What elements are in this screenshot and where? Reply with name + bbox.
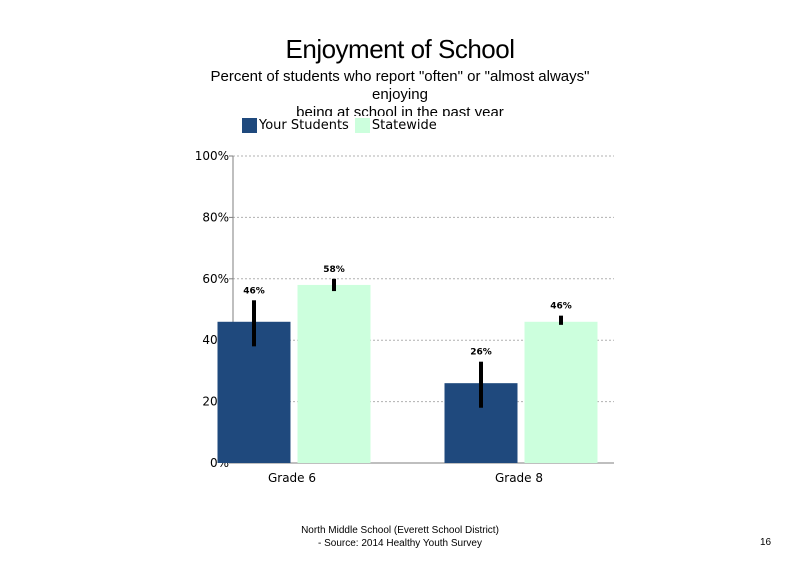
x-category-label: Grade 6 [268,471,316,485]
legend-swatch-statewide [354,118,370,133]
legend-swatch-your-students [242,118,257,133]
chart-legend: Your Students Statewide [242,118,443,133]
legend-item-your-students: Your Students [242,118,349,133]
y-tick-label: 60% [202,272,229,286]
footer-source: - Source: 2014 Healthy Youth Survey [318,538,482,549]
data-label: 58% [323,265,345,275]
bar-statewide-grade-6 [297,284,371,463]
x-category-label: Grade 8 [495,471,543,485]
bar-statewide-grade-8 [524,321,598,463]
y-tick-label: 80% [202,210,229,224]
legend-label-your-students: Your Students [259,118,349,133]
data-label: 46% [550,302,572,312]
legend-item-statewide: Statewide [354,118,437,133]
chart-subtitle: Percent of students who report "often" o… [210,68,590,116]
data-label: 46% [243,286,265,296]
data-label: 26% [470,348,492,358]
legend-label-statewide: Statewide [371,118,437,133]
y-tick-label: 100% [195,149,229,163]
footer-school: North Middle School (Everett School Dist… [301,525,499,536]
page-number: 16 [760,537,772,548]
chart-title: Enjoyment of School [285,34,515,64]
footer: North Middle School (Everett School Dist… [240,524,560,550]
